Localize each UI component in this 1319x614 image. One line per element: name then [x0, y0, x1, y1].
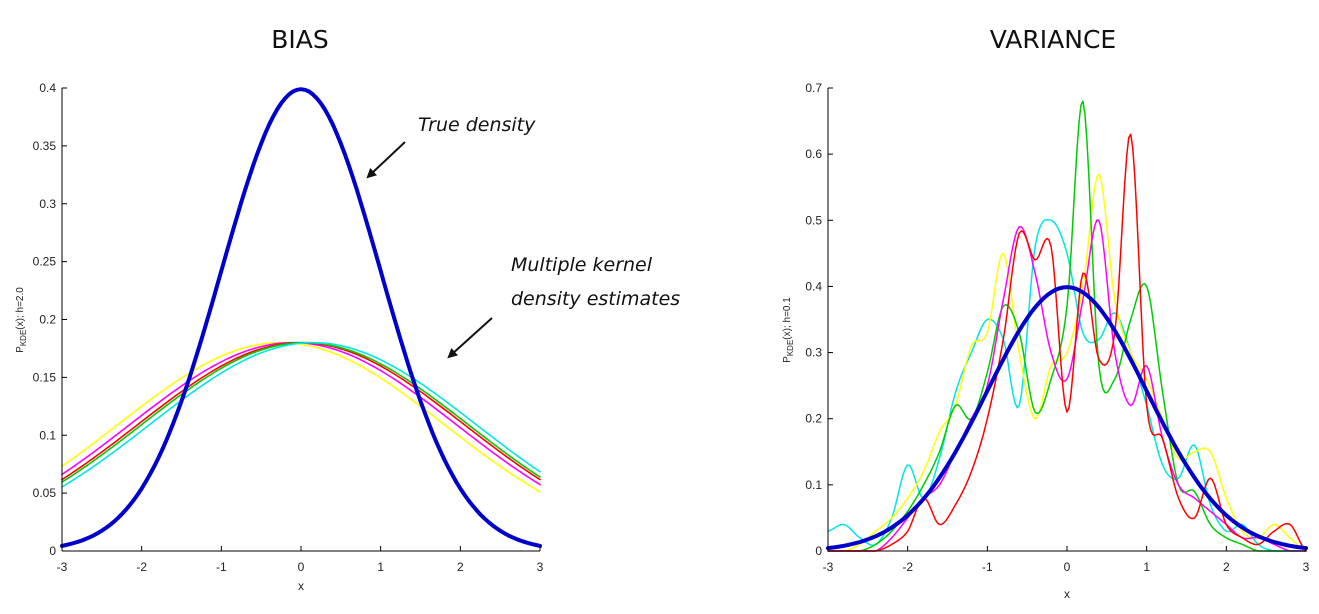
- series-layer: [60, 87, 542, 548]
- x-tick-label: -2: [902, 560, 913, 574]
- kde-estimate-line: [827, 219, 1307, 552]
- chart-title: BIAS: [271, 25, 329, 54]
- y-tick-label: 0.4: [39, 81, 56, 95]
- plot-area: -3 -2 -1 0 1 2 3 0 0.05 0.1 0.15 0.2 0.25 0.3 0.35 0.4: [33, 81, 544, 574]
- x-tick-label: 0: [1064, 560, 1071, 574]
- ticks-layer: -3 -2 -1 0 1 2 3 0 0.1 0.2 0.3 0.4 0.5 0.6 0.7: [805, 81, 1309, 574]
- ticks-layer: -3 -2 -1 0 1 2 3 0 0.05 0.1 0.15 0.2 0.25 0.3 0.35 0.4: [33, 81, 544, 574]
- plot-area: -3 -2 -1 0 1 2 3 0 0.1 0.2 0.3 0.4 0.5 0.6 0.7: [805, 81, 1309, 574]
- kde-estimate-line: [827, 133, 1307, 552]
- x-tick-label: -2: [136, 560, 147, 574]
- x-tick-label: -1: [982, 560, 993, 574]
- chart-title: VARIANCE: [990, 25, 1116, 54]
- y-axis-label: PKDE(x); h=0.1: [782, 297, 795, 363]
- x-tick-label: -1: [216, 560, 227, 574]
- annotation-kde-line2: density estimates: [511, 288, 680, 310]
- x-tick-label: -3: [57, 560, 68, 574]
- x-axis-label: x: [1064, 587, 1070, 601]
- x-tick-label: 0: [298, 560, 305, 574]
- y-tick-label: 0: [815, 544, 822, 558]
- variance-chart: VARIANCE -3 -2 -1 0 1 2 3 0 0.1 0.2 0.3 0.4 0.5 0.6 0.…: [782, 25, 1310, 601]
- x-tick-label: 1: [1143, 560, 1150, 574]
- x-tick-label: 3: [1303, 560, 1310, 574]
- y-tick-label: 0: [49, 544, 56, 558]
- y-tick-label: 0.35: [33, 139, 57, 153]
- kde-arrow: [447, 317, 493, 359]
- y-tick-label: 0.4: [805, 279, 822, 293]
- kde-estimate-line: [827, 173, 1307, 552]
- y-tick-label: 0.2: [39, 313, 56, 327]
- kde-estimate-line: [61, 341, 541, 486]
- y-axis-label: PKDE(x); h=2.0: [15, 287, 28, 353]
- y-tick-label: 0.3: [39, 197, 56, 211]
- x-tick-label: 2: [1223, 560, 1230, 574]
- series-layer: [826, 100, 1308, 552]
- y-tick-label: 0.1: [39, 428, 56, 442]
- kde-estimate-line: [827, 218, 1307, 552]
- bias-chart: BIAS -3 -2 -1 0 1 2 3 0 0.05 0.1 0.15 0.2 0.25 0.3 0.3…: [15, 25, 680, 593]
- x-axis-label: x: [298, 579, 304, 593]
- y-tick-label: 0.05: [33, 486, 57, 500]
- kde-estimate-line: [61, 341, 541, 488]
- x-tick-label: 3: [537, 560, 544, 574]
- y-tick-label: 0.3: [805, 346, 822, 360]
- y-tick-label: 0.15: [33, 370, 57, 384]
- true-density-line: [826, 285, 1308, 551]
- y-tick-label: 0.2: [805, 412, 822, 426]
- y-tick-label: 0.6: [805, 147, 822, 161]
- kde-estimate-line: [61, 341, 541, 481]
- x-tick-label: -3: [823, 560, 834, 574]
- annotation-true-density: True density: [418, 114, 536, 136]
- x-tick-label: 1: [377, 560, 384, 574]
- kde-estimate-line: [827, 100, 1307, 552]
- annotation-kde-line1: Multiple kernel: [511, 254, 653, 276]
- y-tick-label: 0.1: [805, 478, 822, 492]
- y-tick-label: 0.5: [805, 213, 822, 227]
- kde-estimate-line: [61, 341, 541, 493]
- y-tick-label: 0.25: [33, 255, 57, 269]
- true-density-line: [60, 87, 542, 548]
- x-tick-label: 2: [457, 560, 464, 574]
- true-density-arrow: [366, 141, 406, 179]
- y-tick-label: 0.7: [805, 81, 822, 95]
